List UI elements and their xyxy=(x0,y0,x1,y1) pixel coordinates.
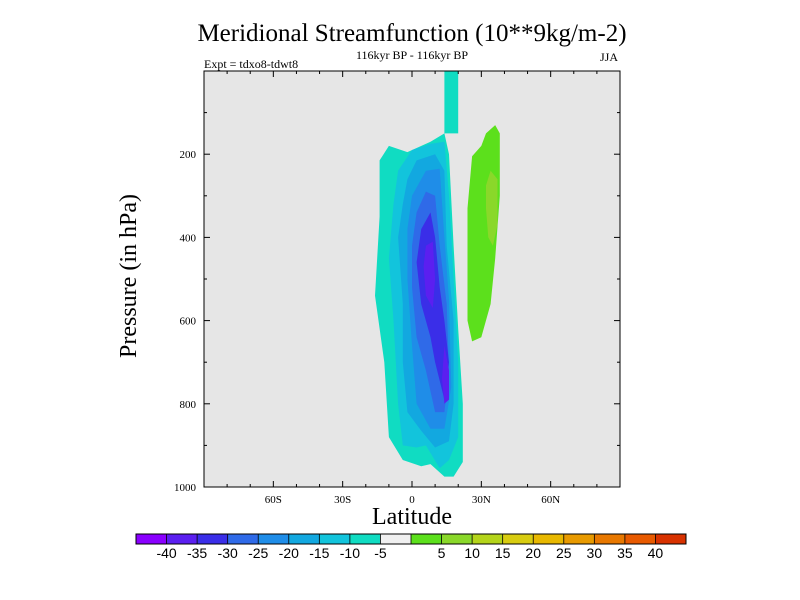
colorbar-swatch xyxy=(197,534,228,544)
colorbar-swatch xyxy=(136,534,167,544)
y-axis-label: Pressure (in hPa) xyxy=(116,194,142,358)
colorbar-label: 40 xyxy=(648,545,664,561)
colorbar-label: -40 xyxy=(156,545,176,561)
colorbar-label: 10 xyxy=(464,545,480,561)
colorbar-swatch xyxy=(594,534,626,544)
y-tick-label: 1000 xyxy=(174,482,197,494)
y-tick-label: 200 xyxy=(180,149,197,161)
contour-level-neg5-1 xyxy=(444,71,459,134)
colorbar-swatch xyxy=(655,534,687,544)
colorbar-label: -15 xyxy=(309,545,329,561)
colorbar: -40 -35 -30 -25 -20 -15 -10 -5 5 10 15 20 25 30 35 40 xyxy=(135,533,687,561)
colorbar-swatch xyxy=(166,534,198,544)
contour-level-neg35-7 xyxy=(423,241,436,309)
x-tick-label: 30N xyxy=(472,494,491,506)
colorbar-label: -20 xyxy=(279,545,299,561)
colorbar-label: 35 xyxy=(617,545,633,561)
x-tick-label: 60S xyxy=(265,494,282,506)
contour-level-neg35-8 xyxy=(442,345,449,404)
colorbar-swatch xyxy=(349,534,381,544)
colorbar-swatch xyxy=(441,534,473,544)
colorbar-label: 25 xyxy=(556,545,572,561)
colorbar-label: 20 xyxy=(525,545,541,561)
colorbar-swatch xyxy=(502,534,534,544)
x-axis-label: Latitude xyxy=(372,504,452,530)
colorbar-swatch xyxy=(563,534,595,544)
colorbar-swatch xyxy=(227,534,259,544)
colorbar-swatch xyxy=(624,534,656,544)
chart-subtitle: 116kyr BP - 116kyr BP xyxy=(356,48,468,62)
colorbar-label: -25 xyxy=(248,545,268,561)
experiment-label: Expt = tdxo8-tdwt8 xyxy=(204,57,298,71)
contour-fills xyxy=(375,71,500,477)
chart-title: Meridional Streamfunction (10**9kg/m-2) xyxy=(197,20,626,47)
y-axis-ticks: 200 400 600 800 1000 xyxy=(174,112,620,494)
colorbar-swatch xyxy=(319,534,351,544)
colorbar-swatch xyxy=(411,534,442,544)
colorbar-swatch xyxy=(258,534,290,544)
colorbar-label: 30 xyxy=(587,545,603,561)
colorbar-swatch xyxy=(472,534,503,544)
colorbar-label: 15 xyxy=(495,545,511,561)
y-tick-label: 600 xyxy=(180,316,197,328)
colorbar-swatch xyxy=(533,534,565,544)
colorbar-label: -5 xyxy=(374,545,387,561)
colorbar-label: -35 xyxy=(187,545,207,561)
colorbar-label: 5 xyxy=(438,545,446,561)
colorbar-swatch xyxy=(380,534,412,544)
x-tick-label: 0 xyxy=(409,494,415,506)
colorbar-label: -30 xyxy=(218,545,238,561)
x-axis-ticks: 60S 30S 0 30N 60N xyxy=(203,71,621,506)
x-tick-label: 60N xyxy=(541,494,560,506)
y-tick-label: 400 xyxy=(180,232,197,244)
x-tick-label: 30S xyxy=(334,494,351,506)
colorbar-swatch xyxy=(288,534,320,544)
contour-level-10-10 xyxy=(486,170,498,246)
season-label: JJA xyxy=(600,50,618,64)
y-tick-label: 800 xyxy=(180,399,197,411)
colorbar-label: -10 xyxy=(340,545,360,561)
